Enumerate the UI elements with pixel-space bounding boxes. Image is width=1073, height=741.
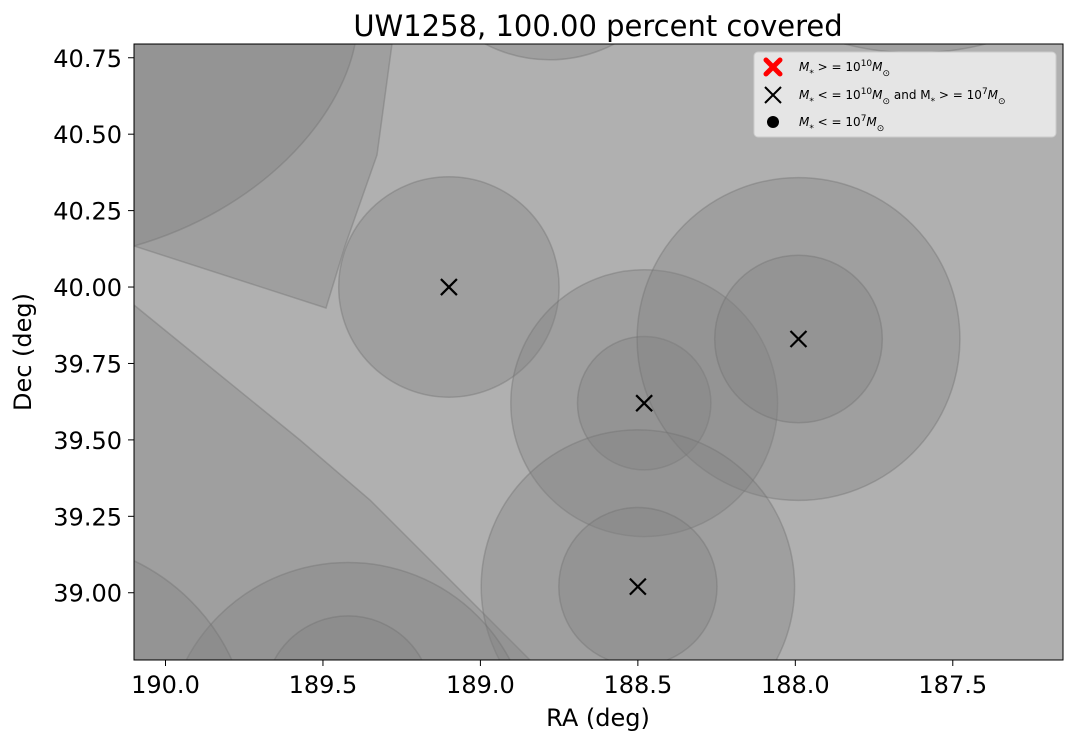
coverage-circle bbox=[134, 560, 233, 660]
y-tick-label: 39.75 bbox=[53, 350, 122, 378]
y-tick-label: 40.25 bbox=[53, 198, 122, 226]
y-tick-label: 40.75 bbox=[53, 45, 122, 73]
coverage-region-left-upper bbox=[134, 44, 393, 309]
x-tick-label: 189.5 bbox=[289, 671, 358, 699]
y-axis: 39.00 39.25 39.50 39.75 40.00 40.25 40.50 40.75 bbox=[53, 45, 134, 608]
chart-title: UW1258, 100.00 percent covered bbox=[353, 9, 842, 43]
points-layer bbox=[440, 278, 808, 596]
coverage-region-corner bbox=[134, 44, 356, 247]
data-point bbox=[440, 278, 458, 296]
x-axis: 190.0 189.5 189.0 188.5 188.0 187.5 bbox=[131, 660, 987, 699]
legend-entry: M* > = 1010M⊙ bbox=[763, 57, 890, 79]
y-tick-label: 39.50 bbox=[53, 427, 122, 455]
legend-box bbox=[753, 51, 1057, 138]
y-tick-label: 40.50 bbox=[53, 121, 122, 149]
legend-label: M* < = 1010M⊙ and M* > = 107M⊙ bbox=[799, 87, 1006, 107]
x-tick-label: 189.0 bbox=[446, 671, 515, 699]
legend-marker bbox=[763, 57, 783, 77]
coverage-circle bbox=[480, 429, 796, 660]
coverage-circle bbox=[558, 506, 718, 660]
y-tick-label: 39.25 bbox=[53, 503, 122, 531]
data-point bbox=[629, 577, 647, 596]
x-tick-label: 190.0 bbox=[131, 671, 200, 699]
legend-label: M* < = 107M⊙ bbox=[799, 114, 884, 134]
legend-label: M* > = 1010M⊙ bbox=[799, 59, 890, 79]
coverage-circle bbox=[185, 561, 511, 660]
coverage-circle bbox=[273, 615, 423, 660]
y-tick-label: 39.00 bbox=[53, 580, 122, 608]
legend: M* > = 1010M⊙ M* < = 1010M⊙ and M* > = 10… bbox=[753, 51, 1057, 138]
x-tick-label: 187.5 bbox=[918, 671, 987, 699]
data-point bbox=[635, 394, 653, 412]
plot-frame bbox=[133, 43, 1064, 661]
legend-entry: M* < = 1010M⊙ and M* > = 107M⊙ bbox=[764, 86, 1006, 107]
coverage-circle bbox=[483, 44, 616, 61]
data-point bbox=[789, 330, 808, 348]
legend-marker bbox=[767, 116, 779, 128]
y-tick-label: 40.00 bbox=[53, 274, 122, 302]
x-tick-label: 188.5 bbox=[604, 671, 673, 699]
y-axis-title: Dec (deg) bbox=[9, 293, 37, 411]
legend-marker bbox=[764, 86, 782, 104]
legend-entry: M* < = 107M⊙ bbox=[767, 114, 884, 134]
coverage-region-left-lower bbox=[134, 304, 532, 660]
x-tick-label: 188.0 bbox=[761, 671, 830, 699]
plot-area bbox=[134, 44, 1063, 660]
x-axis-title: RA (deg) bbox=[546, 704, 650, 732]
